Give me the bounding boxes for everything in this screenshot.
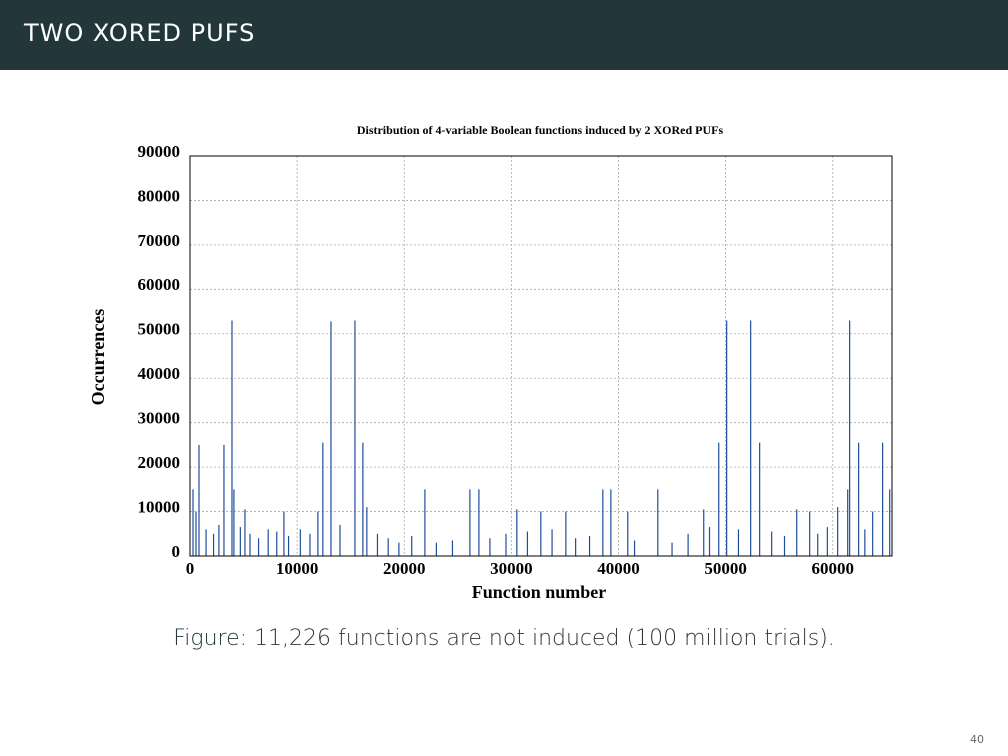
caption-label: Figure:	[173, 626, 248, 651]
plot-frame	[189, 155, 893, 557]
title-bar	[0, 0, 1008, 70]
y-tick-label: 80000	[138, 186, 181, 205]
y-tick-label: 90000	[138, 142, 181, 161]
y-tick-label: 70000	[138, 231, 181, 250]
x-axis-label: Function number	[472, 582, 607, 602]
y-tick-label: 50000	[138, 320, 181, 339]
x-tick-label: 40000	[597, 559, 640, 578]
y-tick-label: 0	[172, 542, 181, 561]
x-tick-label: 20000	[383, 559, 426, 578]
caption-text: 11,226 functions are not induced (100 mi…	[254, 626, 835, 651]
y-tick-label: 20000	[138, 453, 181, 472]
figure-caption: Figure: 11,226 functions are not induced…	[0, 626, 1008, 651]
y-tick-label: 60000	[138, 275, 181, 294]
page-number: 40	[970, 733, 984, 746]
x-tick-label: 0	[186, 559, 195, 578]
x-tick-label: 10000	[276, 559, 319, 578]
y-tick-label: 10000	[138, 497, 181, 516]
y-tick-label: 30000	[138, 409, 181, 428]
x-tick-label: 50000	[704, 559, 747, 578]
x-tick-label: 60000	[811, 559, 854, 578]
chart-title: Distribution of 4-variable Boolean funct…	[357, 123, 724, 137]
slide-title: TWO XORED PUFS	[24, 19, 256, 47]
y-tick-label: 40000	[138, 364, 181, 383]
y-axis-label: Occurrences	[88, 309, 108, 406]
x-tick-label: 30000	[490, 559, 533, 578]
